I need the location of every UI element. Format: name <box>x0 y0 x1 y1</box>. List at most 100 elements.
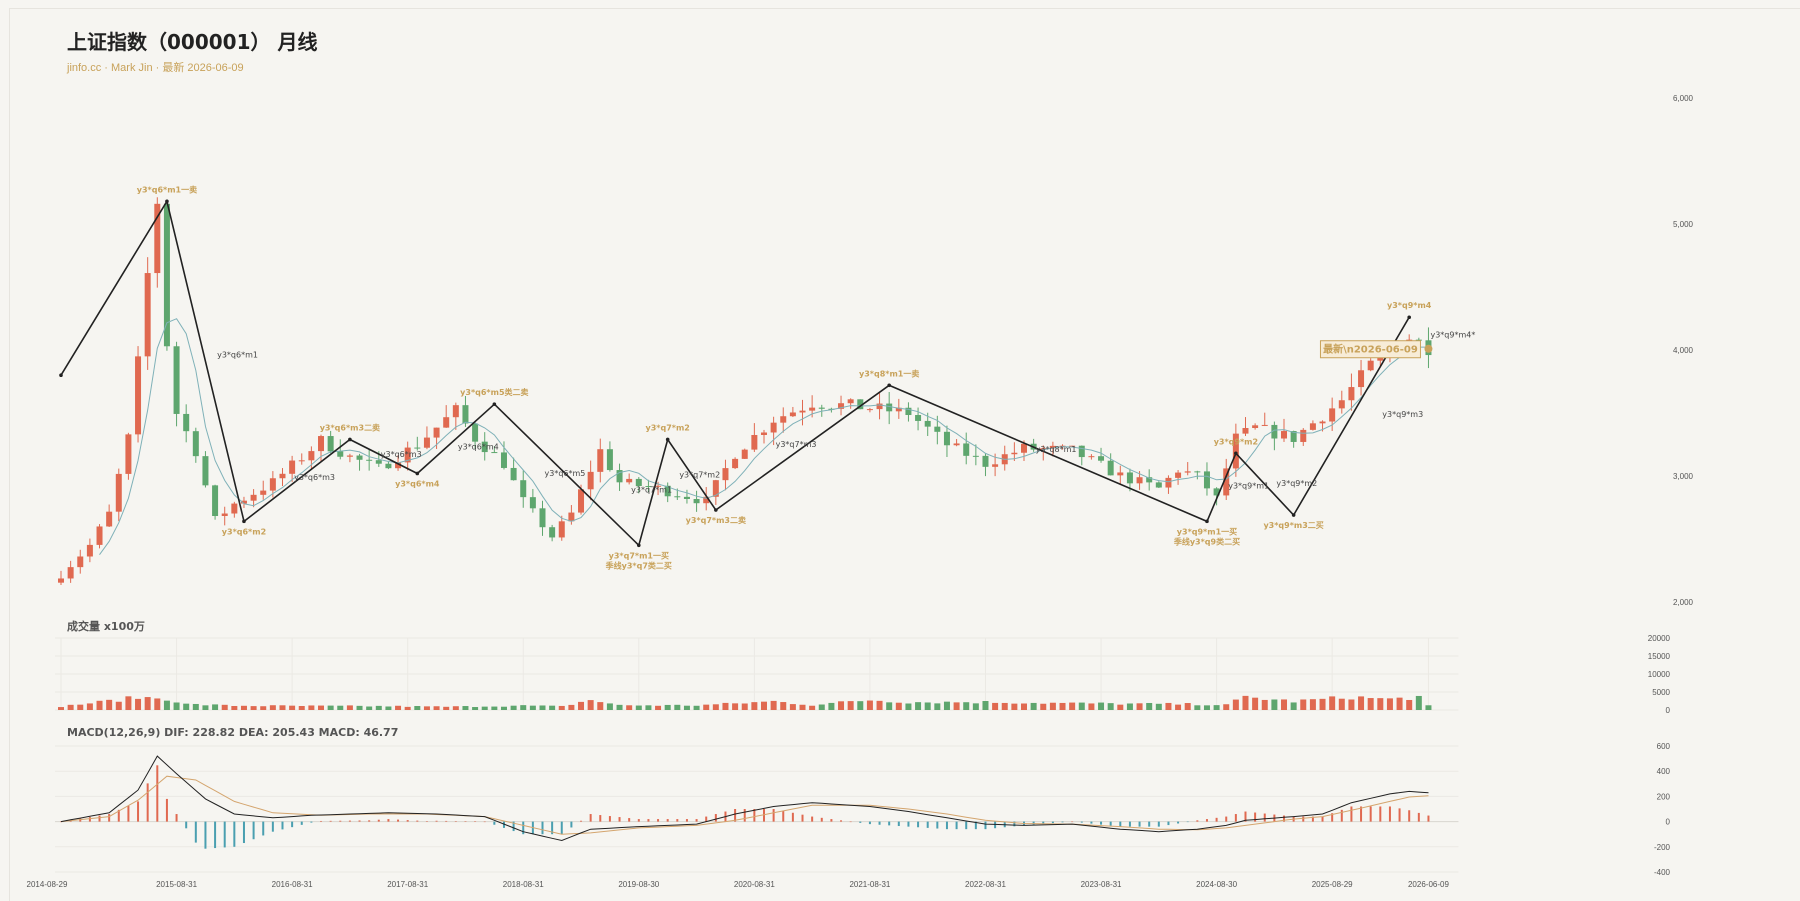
volume-bar <box>1223 704 1230 710</box>
volume-bar <box>568 704 575 710</box>
candle <box>414 447 421 449</box>
volume-bar <box>96 700 103 710</box>
volume-bar <box>491 706 498 710</box>
volume-bar <box>770 700 777 710</box>
macd-bar <box>811 816 814 822</box>
macd-bar <box>1388 806 1391 822</box>
volume-bar <box>1203 705 1210 710</box>
candle <box>886 403 893 412</box>
zigzag-point <box>242 519 246 524</box>
zigzag-label: y3*q6*m2 <box>222 527 266 536</box>
zigzag-label: y3*q6*m5类二卖 <box>460 387 528 397</box>
macd-bar <box>1128 821 1131 827</box>
volume-bar <box>992 702 999 710</box>
candle <box>1261 424 1268 426</box>
segment-label: y3*q7*m2 <box>679 470 720 479</box>
zigzag-label: y3*q9*m2 <box>1214 437 1258 446</box>
volume-bar <box>269 705 276 710</box>
macd-bar <box>994 821 997 829</box>
candle <box>549 527 556 538</box>
candle <box>356 455 363 460</box>
volume-bar <box>780 702 787 710</box>
volume-bar <box>1117 704 1124 710</box>
candle <box>1165 477 1172 488</box>
macd-bar <box>1379 806 1382 822</box>
macd-bar <box>60 821 62 823</box>
volume-bar <box>760 701 767 710</box>
candle <box>674 496 681 498</box>
candle <box>395 462 402 469</box>
candle <box>318 436 325 452</box>
macd-bar <box>233 821 236 847</box>
candle <box>597 449 604 472</box>
candle <box>1040 448 1047 450</box>
volume-bar <box>1281 699 1288 710</box>
candle <box>472 423 479 442</box>
candle <box>289 460 296 474</box>
candle <box>1011 452 1018 455</box>
macd-bar <box>801 814 804 822</box>
volume-bar <box>423 706 430 710</box>
macd-bar <box>146 783 149 822</box>
macd-tick-label: -400 <box>1654 868 1671 877</box>
candle <box>1098 456 1105 461</box>
candle <box>963 443 970 456</box>
macd-bar <box>1196 820 1199 822</box>
volume-bar <box>1396 697 1403 710</box>
candle <box>1213 488 1220 496</box>
macd-bar <box>897 821 900 827</box>
volume-tick-label: 15000 <box>1648 652 1671 661</box>
volume-bar <box>683 705 690 710</box>
zigzag-point <box>415 471 420 476</box>
segment-label: y3*q6*m4 <box>458 443 499 452</box>
macd-bar <box>1090 821 1093 824</box>
macd-bar <box>1398 808 1401 822</box>
volume-bar <box>934 703 941 710</box>
candle <box>1309 423 1316 430</box>
macd-bar <box>320 820 323 822</box>
candle <box>1290 431 1297 442</box>
candle <box>433 427 440 438</box>
macd-bar <box>281 821 284 830</box>
volume-bar <box>500 706 507 710</box>
macd-bar <box>955 821 958 830</box>
macd-bar <box>580 820 583 822</box>
volume-bar <box>597 702 604 710</box>
macd-panel-title: MACD(12,26,9) DIF: 228.82 DEA: 205.43 MA… <box>67 726 399 739</box>
volume-bar <box>279 705 286 710</box>
segment-label: y3*q8*m1 <box>1036 445 1077 454</box>
volume-bar <box>1194 705 1201 710</box>
macd-bar <box>483 821 486 823</box>
zigzag-label: y3*q9*m3二买 <box>1263 521 1323 530</box>
candle <box>443 417 450 428</box>
candle <box>1281 431 1288 439</box>
macd-bar <box>974 821 977 830</box>
macd-bar <box>1321 816 1324 822</box>
macd-bar <box>714 814 717 822</box>
zigzag-point <box>714 508 718 512</box>
candle <box>231 503 238 514</box>
volume-bar <box>789 704 796 710</box>
candle <box>915 415 922 421</box>
volume-bar <box>173 702 180 710</box>
candle <box>847 399 854 404</box>
macd-bar <box>936 821 939 829</box>
candle <box>529 497 536 509</box>
candle <box>346 455 353 457</box>
volume-bar <box>1425 705 1432 710</box>
candle <box>1271 424 1278 439</box>
macd-bar <box>464 821 467 822</box>
volume-bar <box>732 703 739 710</box>
price-tick-label: 4,000 <box>1673 346 1694 355</box>
candle <box>462 405 469 424</box>
candle <box>67 567 74 579</box>
macd-bar <box>1283 815 1286 822</box>
candle <box>202 456 209 486</box>
macd-bar <box>117 809 120 822</box>
volume-bar <box>337 705 344 710</box>
volume-bar <box>1213 705 1220 710</box>
macd-bar <box>1148 821 1151 827</box>
candle <box>77 556 84 568</box>
volume-bar <box>318 705 325 710</box>
